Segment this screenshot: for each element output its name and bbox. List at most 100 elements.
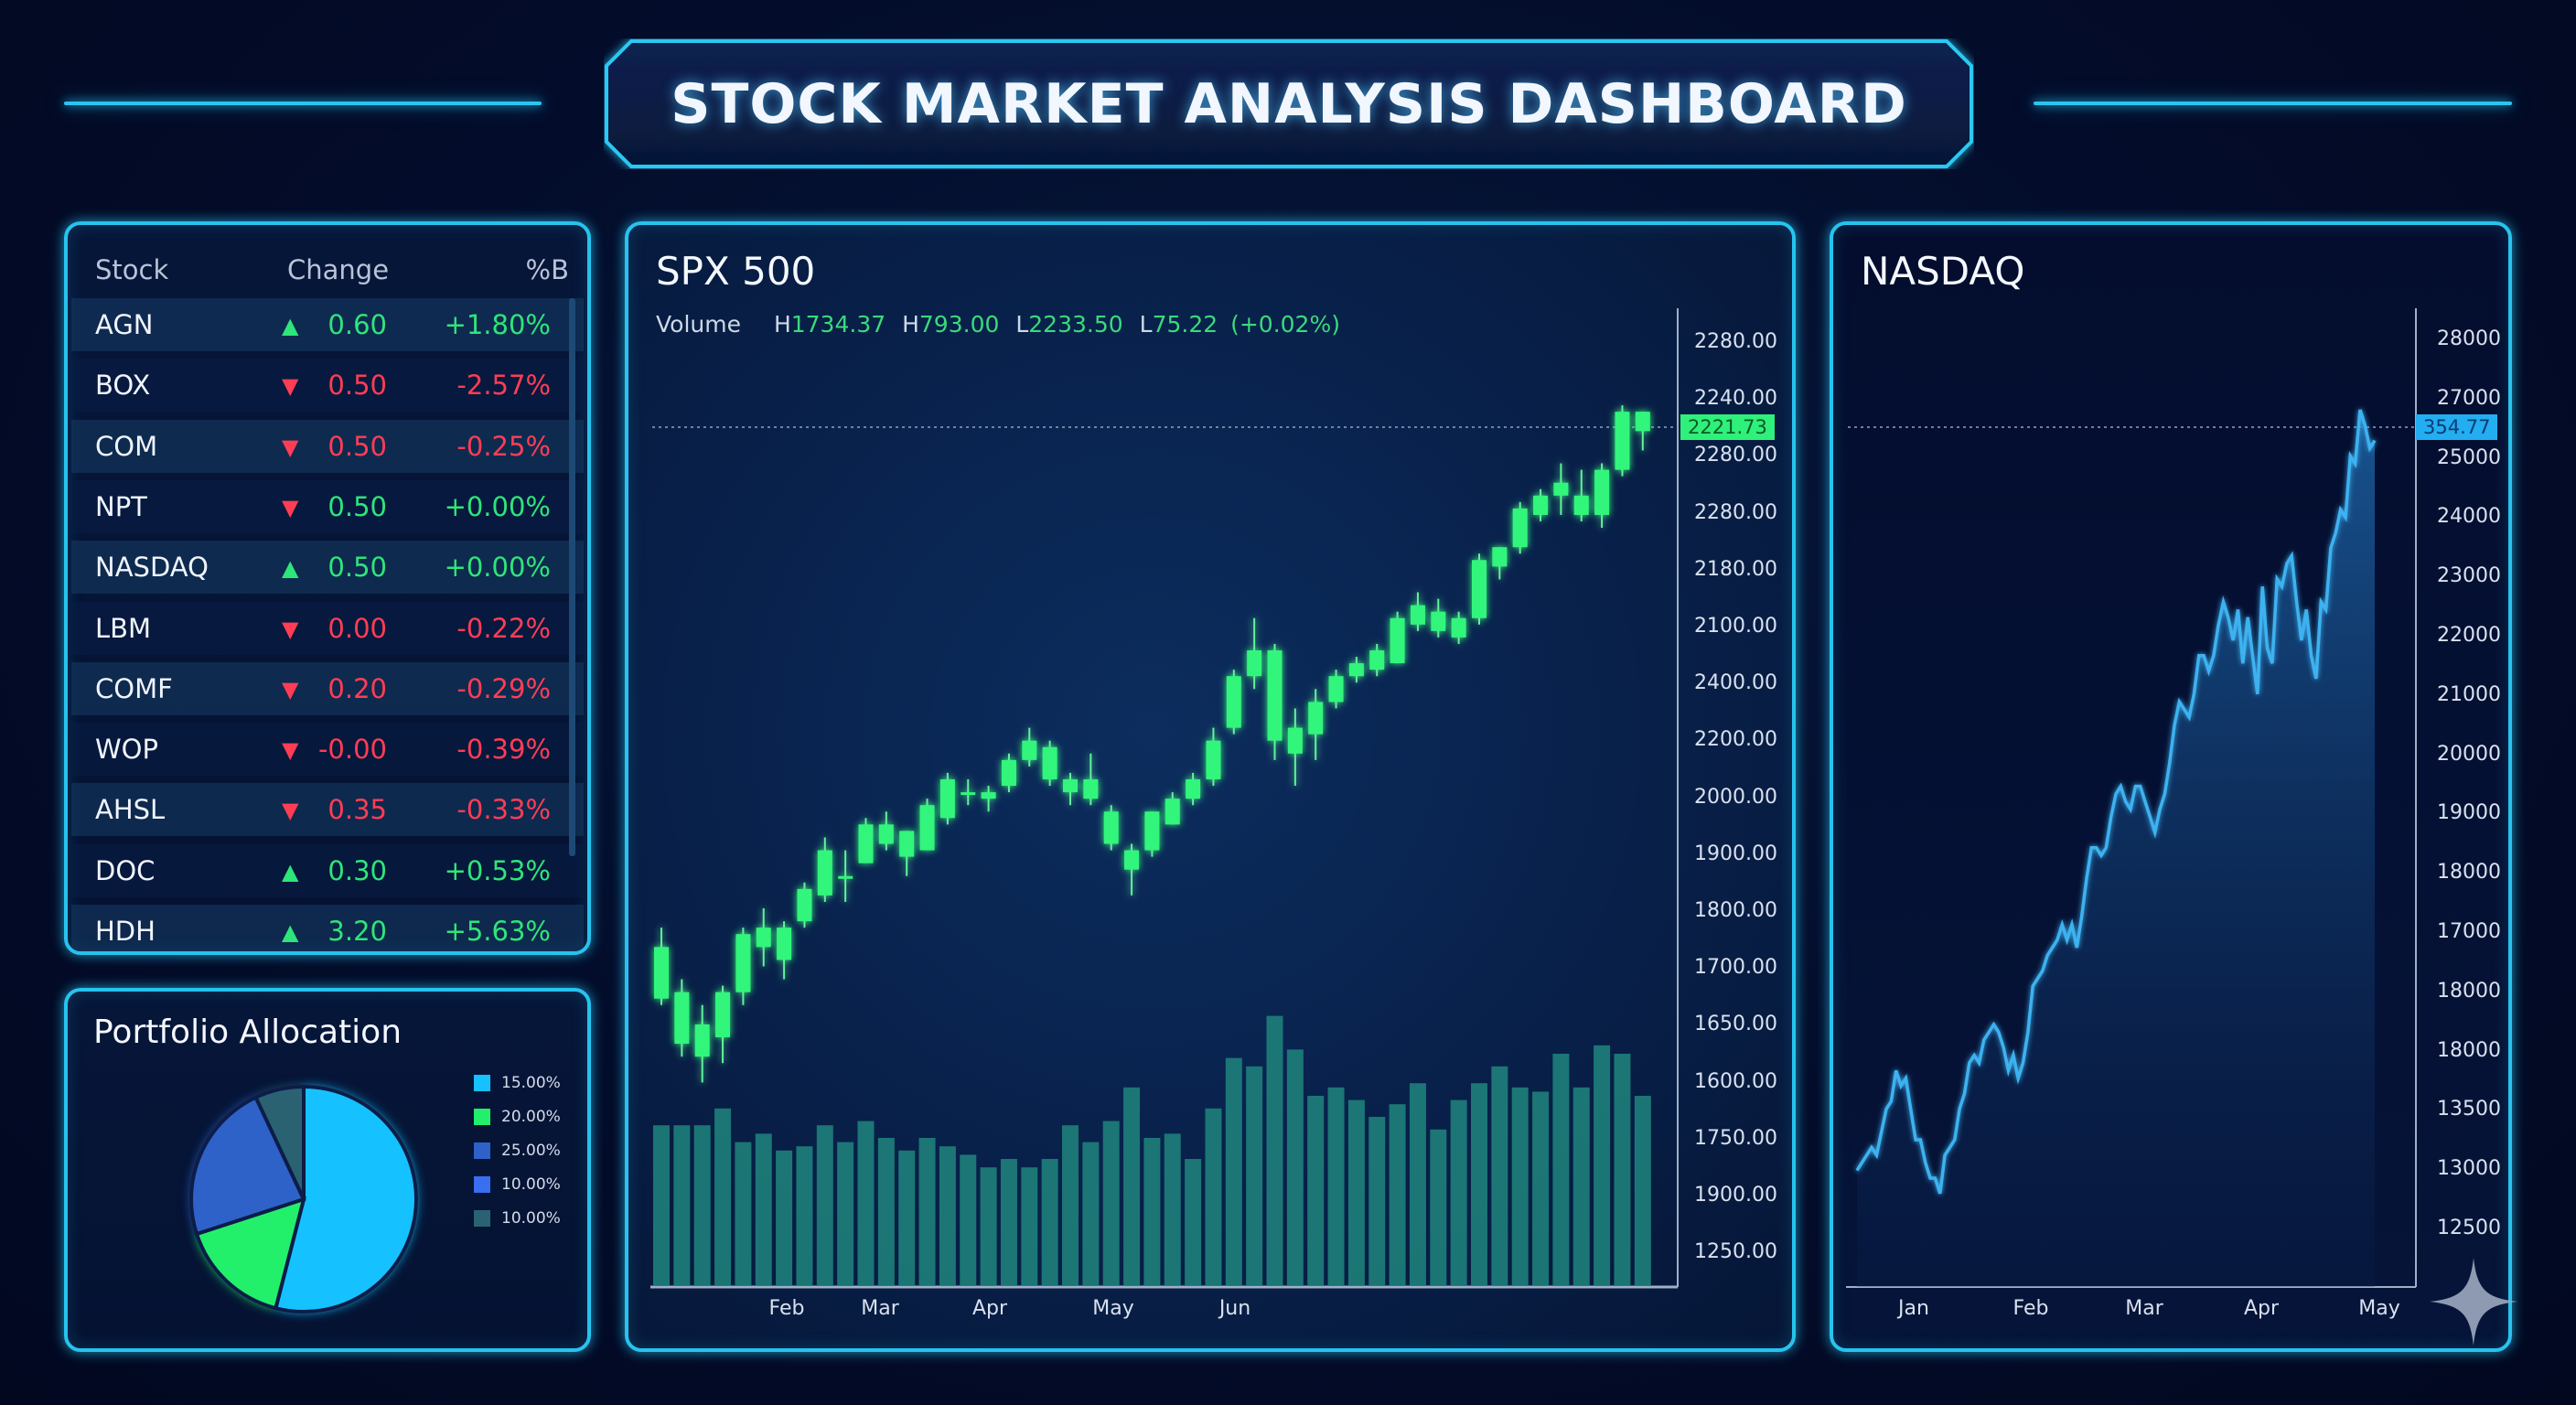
candle[interactable] — [899, 831, 915, 857]
candle[interactable] — [1328, 676, 1344, 702]
legend-label: 10.00% — [501, 1209, 561, 1228]
low2-value: 75.22 — [1152, 311, 1218, 338]
candle[interactable] — [1451, 617, 1466, 638]
table-row[interactable]: NPT ▼ 0.50 +0.00% — [71, 479, 584, 533]
candle[interactable] — [1512, 508, 1528, 548]
candle[interactable] — [1594, 469, 1610, 515]
candle[interactable] — [1308, 702, 1324, 735]
arrow-down-icon: ▼ — [282, 373, 299, 400]
volume-bar — [1225, 1057, 1242, 1285]
table-row[interactable]: WOP ▼ -0.00 -0.39% — [71, 723, 584, 777]
column-header-stock[interactable]: Stock — [95, 254, 169, 285]
table-row[interactable]: HDH ▲ 3.20 +5.63% — [71, 905, 584, 951]
candle[interactable] — [878, 824, 894, 844]
stock-symbol: AHSL — [95, 794, 166, 826]
candle[interactable] — [1472, 560, 1487, 618]
stock-symbol: WOP — [95, 734, 158, 766]
legend-swatch — [474, 1210, 490, 1227]
candle[interactable] — [694, 1024, 710, 1057]
candle[interactable] — [1390, 617, 1405, 664]
legend-swatch — [474, 1109, 490, 1125]
candle[interactable] — [1144, 811, 1160, 851]
candle[interactable] — [735, 934, 751, 992]
candle[interactable] — [674, 992, 690, 1045]
candle[interactable] — [1186, 779, 1201, 799]
legend-item[interactable]: 15.00% — [474, 1074, 561, 1092]
candle[interactable] — [939, 779, 955, 819]
candle[interactable] — [1635, 412, 1650, 432]
nasdaq-title: NASDAQ — [1861, 249, 2025, 294]
portfolio-title: Portfolio Allocation — [93, 1014, 402, 1051]
y-tick-label: 13000 — [2437, 1157, 2501, 1181]
candle[interactable] — [1001, 759, 1016, 787]
candle[interactable] — [1267, 650, 1283, 741]
candle[interactable] — [1287, 727, 1303, 754]
table-row[interactable]: COMF ▼ 0.20 -0.29% — [71, 661, 584, 715]
candle[interactable] — [1247, 650, 1262, 677]
table-row[interactable]: AHSL ▼ 0.35 -0.33% — [71, 783, 584, 837]
pie-slice[interactable] — [189, 1095, 306, 1237]
portfolio-pie-chart[interactable] — [166, 1062, 441, 1336]
candle[interactable] — [961, 792, 976, 796]
y-tick-label: 28000 — [2437, 327, 2501, 350]
candle[interactable] — [715, 992, 731, 1037]
candle[interactable] — [777, 928, 792, 960]
candle[interactable] — [817, 850, 832, 896]
candle[interactable] — [1553, 482, 1569, 496]
candle[interactable] — [981, 792, 996, 799]
candle[interactable] — [1226, 676, 1241, 728]
legend-item[interactable]: 10.00% — [474, 1209, 561, 1228]
x-tick-label: May — [1092, 1297, 1134, 1320]
candle[interactable] — [756, 928, 771, 948]
nasdaq-line[interactable] — [1855, 409, 2377, 1195]
x-tick-label: Feb — [2012, 1297, 2049, 1320]
y-tick-label: 18000 — [2437, 979, 2501, 1003]
pie-slice[interactable] — [273, 1084, 418, 1314]
candle[interactable] — [1042, 746, 1057, 779]
candle[interactable] — [1533, 495, 1549, 515]
column-header-pct[interactable]: %B — [525, 254, 569, 285]
high2-value: 793.00 — [918, 311, 1000, 338]
candle[interactable] — [1348, 663, 1364, 677]
table-row[interactable]: AGN ▲ 0.60 +1.80% — [71, 298, 584, 351]
y-tick-label: 2280.00 — [1694, 500, 1777, 524]
candle[interactable] — [1124, 850, 1140, 870]
candle[interactable] — [1206, 740, 1221, 779]
candle[interactable] — [1083, 779, 1099, 799]
candle[interactable] — [1573, 495, 1589, 515]
legend-item[interactable]: 10.00% — [474, 1175, 561, 1194]
pie-slice[interactable] — [252, 1084, 306, 1200]
candle[interactable] — [1615, 412, 1630, 470]
volume-bar — [898, 1150, 916, 1285]
legend-item[interactable]: 25.00% — [474, 1142, 561, 1160]
candle[interactable] — [1410, 605, 1425, 625]
spx-candlestick-chart[interactable] — [625, 221, 1796, 1352]
table-row[interactable]: LBM ▼ 0.00 -0.22% — [71, 601, 584, 655]
sparkle-star-icon[interactable] — [2430, 1258, 2517, 1346]
volume-bar — [1041, 1159, 1058, 1285]
table-row[interactable]: NASDAQ ▲ 0.50 +0.00% — [71, 541, 584, 595]
candle[interactable] — [1431, 611, 1446, 631]
table-row[interactable]: COM ▼ 0.50 -0.25% — [71, 419, 584, 473]
table-row[interactable]: BOX ▼ 0.50 -2.57% — [71, 359, 584, 413]
candle[interactable] — [838, 875, 853, 879]
candle[interactable] — [1369, 650, 1385, 670]
candle[interactable] — [654, 947, 669, 999]
candle[interactable] — [1492, 547, 1508, 567]
candle[interactable] — [858, 824, 874, 863]
stock-change: 0.50 — [327, 552, 387, 584]
legend-item[interactable]: 20.00% — [474, 1108, 561, 1126]
y-tick-label: 1700.00 — [1694, 956, 1777, 980]
column-header-change[interactable]: Change — [287, 254, 390, 285]
stock-change: 0.35 — [327, 794, 387, 826]
candle[interactable] — [797, 888, 812, 922]
table-scrollbar[interactable] — [569, 298, 575, 856]
candle[interactable] — [1103, 811, 1119, 844]
table-row[interactable]: DOC ▲ 0.30 +0.53% — [71, 843, 584, 897]
y-tick-label: 17000 — [2437, 920, 2501, 943]
candle[interactable] — [1165, 799, 1180, 825]
candle[interactable] — [1022, 740, 1037, 760]
candle[interactable] — [1063, 779, 1078, 793]
nasdaq-area-chart[interactable] — [1830, 221, 2512, 1352]
candle[interactable] — [919, 805, 935, 851]
